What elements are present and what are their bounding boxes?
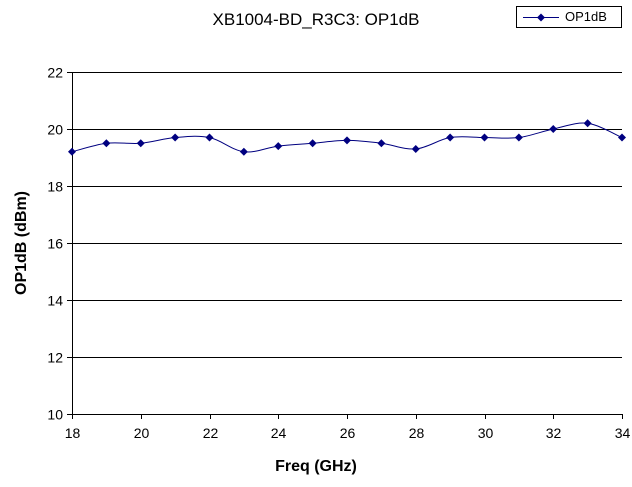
data-point: [411, 144, 420, 153]
data-point: [480, 133, 489, 142]
data-point: [308, 139, 317, 148]
x-tick-label: 34: [615, 425, 631, 441]
x-tick-label: 22: [203, 425, 219, 441]
y-tick-label: 16: [47, 236, 63, 252]
x-tick-label: 30: [478, 425, 494, 441]
y-tick-label: 20: [47, 122, 63, 138]
y-tick-label: 18: [47, 179, 63, 195]
x-tick-label: 28: [409, 425, 425, 441]
x-tick-label: 20: [134, 425, 150, 441]
x-tick-label: 32: [546, 425, 562, 441]
data-point: [343, 136, 351, 145]
data-point: [583, 119, 592, 128]
data-point: [377, 139, 386, 148]
data-point: [239, 147, 248, 156]
x-tick-label: 18: [65, 425, 81, 441]
data-point: [102, 139, 111, 148]
data-point: [68, 147, 76, 156]
data-point: [205, 133, 214, 142]
data-point: [549, 125, 558, 133]
legend: OP1dB: [516, 6, 622, 28]
data-point: [171, 133, 180, 142]
data-point: [136, 139, 145, 148]
legend-marker-icon: [523, 13, 559, 22]
data-point: [514, 133, 523, 142]
x-tick-label: 24: [271, 425, 287, 441]
chart-title: XB1004-BD_R3C3: OP1dB: [212, 10, 420, 29]
data-point: [618, 133, 626, 142]
y-tick-label: 12: [47, 350, 63, 366]
y-tick-label: 14: [47, 293, 63, 309]
data-point: [446, 133, 455, 142]
data-point: [274, 142, 283, 151]
x-tick-label: 26: [340, 425, 356, 441]
x-axis-label: Freq (GHz): [275, 458, 357, 475]
y-tick-label: 22: [47, 65, 63, 81]
legend-label: OP1dB: [565, 9, 607, 24]
y-tick-label: 10: [47, 407, 63, 423]
